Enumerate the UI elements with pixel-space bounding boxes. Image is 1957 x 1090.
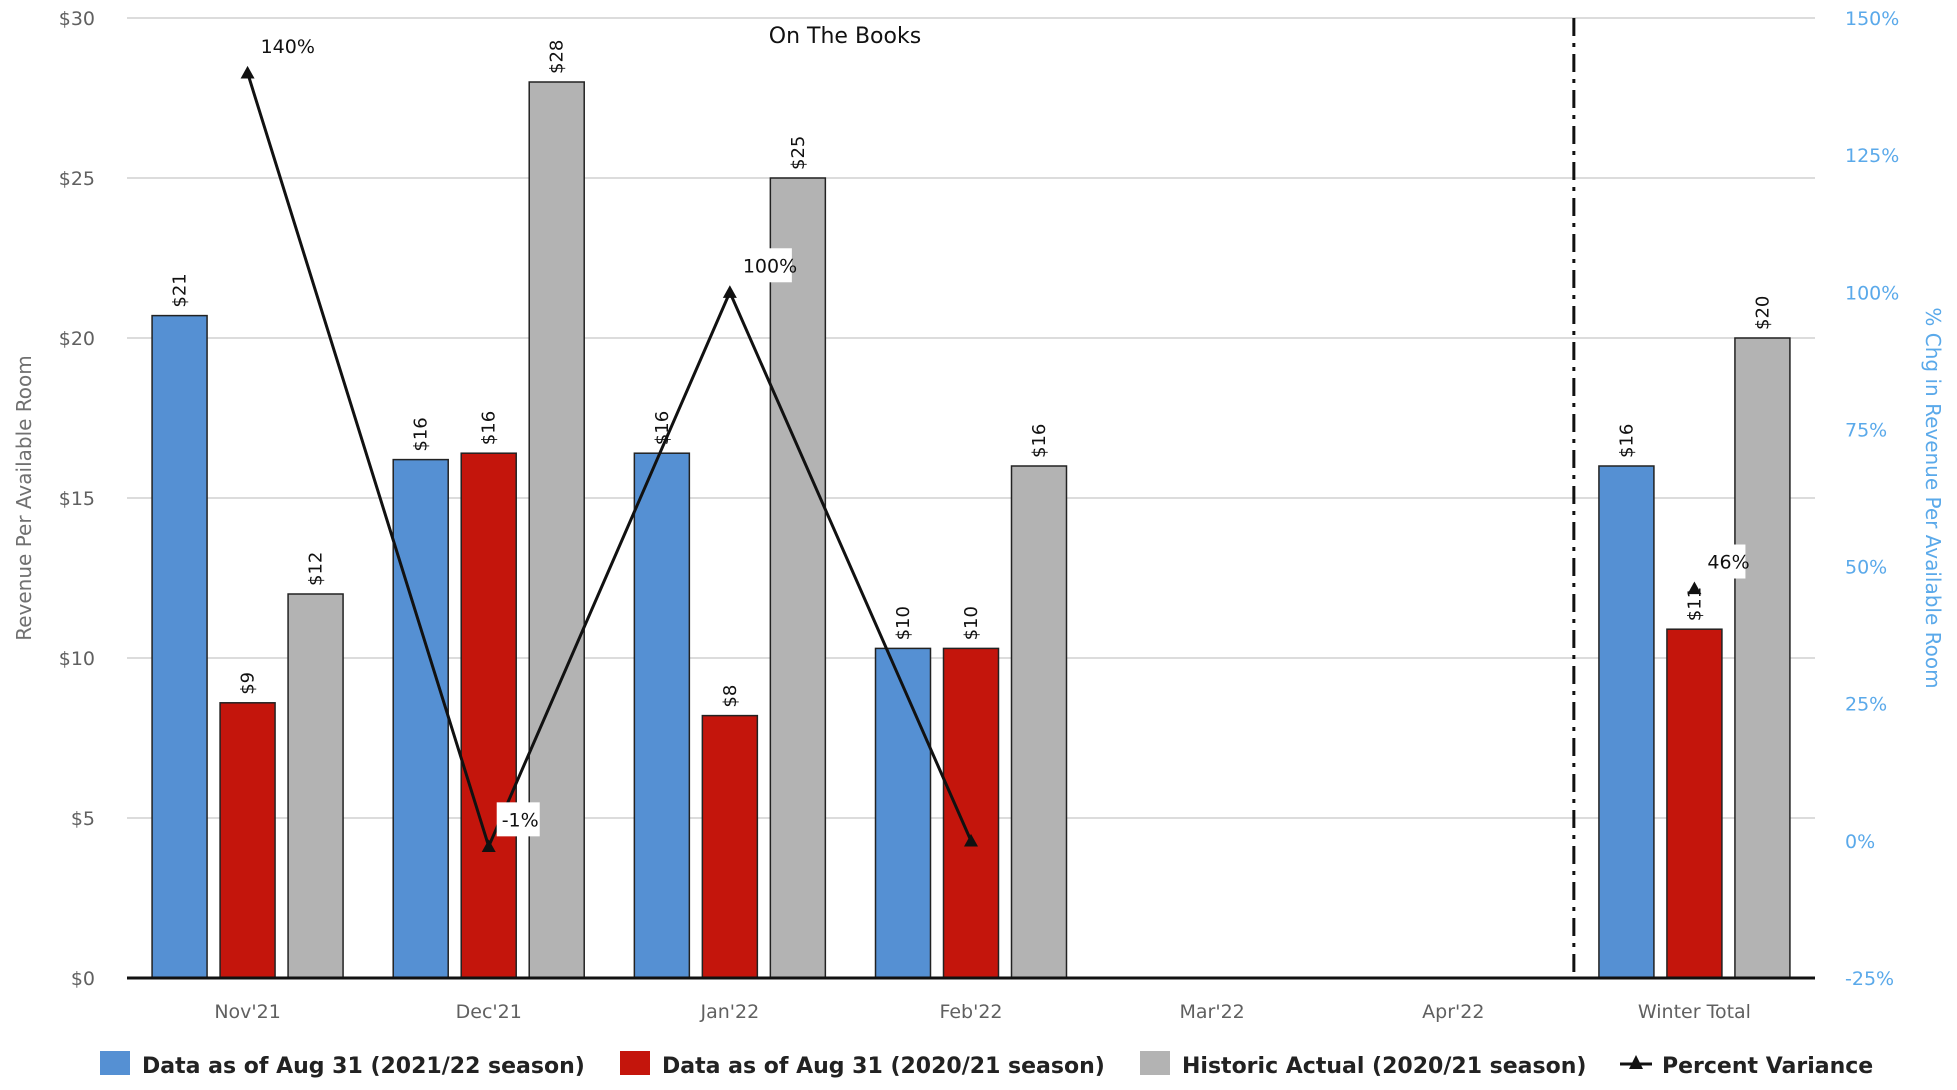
- x-tick-label: Mar'22: [1180, 1001, 1245, 1023]
- bar-historic-actual-2020-21-season: [1734, 337, 1791, 979]
- x-tick-label: Apr'22: [1422, 1001, 1484, 1023]
- axes: $0 $5 $10 $15 $20 $25 $30 -25% 0% 25% 50% 75% 100% 12…: [12, 8, 1945, 1023]
- legend-swatch-data-as-of-aug-31-2020-21-season: [620, 1051, 650, 1075]
- bar-data-as-of-aug-31-2021-22-season: [874, 647, 932, 979]
- y-right-tick-label: 25%: [1845, 694, 1887, 716]
- y-tick-label: $15: [59, 488, 95, 510]
- bar-data-as-of-aug-31-2020-21-season: [942, 647, 1000, 979]
- x-tick-label: Jan'22: [700, 1001, 760, 1023]
- bar-data-label: $10: [961, 606, 982, 640]
- legend-triangle-icon: [1629, 1055, 1643, 1069]
- percent-variance-marker: [481, 839, 496, 852]
- y-right-tick-label: 0%: [1845, 831, 1875, 853]
- x-tick-label: Dec'21: [456, 1001, 522, 1023]
- x-tick-label: Feb'22: [939, 1001, 1002, 1023]
- percent-label-bg: [496, 802, 540, 837]
- bar-data-label: $12: [306, 552, 327, 586]
- bar-historic-actual-2020-21-season: [528, 81, 585, 979]
- y-right-tick-label: 125%: [1845, 145, 1899, 167]
- bar-data-label: $16: [411, 417, 432, 451]
- y-tick-label: $5: [71, 808, 95, 830]
- percent-variance-marker: [722, 285, 737, 298]
- bar-data-as-of-aug-31-2020-21-season: [1666, 628, 1723, 979]
- legend-swatch-historic-actual-2020-21-season: [1140, 1051, 1170, 1075]
- bar-data-label: $8: [720, 685, 741, 708]
- legend: Data as of Aug 31 (2021/22 season) Data a…: [100, 1051, 1873, 1079]
- bar-data-as-of-aug-31-2021-22-season: [151, 314, 208, 979]
- x-tick-label: Nov'21: [214, 1001, 280, 1023]
- bar-data-label: $16: [479, 411, 500, 445]
- percent-variance-marker: [1687, 581, 1702, 595]
- bar-data-as-of-aug-31-2021-22-season: [392, 458, 449, 979]
- y-right-axis-title: % Chg in Revenue Per Available Room: [1921, 307, 1945, 688]
- percent-variance-marker: [964, 833, 978, 847]
- bar-historic-actual-2020-21-season: [769, 177, 827, 979]
- bar-historic-actual-2020-21-season: [287, 593, 344, 979]
- legend-swatch-data-as-of-aug-31-2021-22-season: [100, 1051, 130, 1075]
- percent-variance-line: 140% -1% 100% 46%: [240, 28, 1750, 852]
- x-tick-label: Winter Total: [1638, 1001, 1751, 1023]
- bar-data-label: $10: [893, 606, 914, 640]
- bar-data-label: $20: [1752, 296, 1773, 330]
- legend-label: Percent Variance: [1662, 1054, 1873, 1079]
- bar-data-as-of-aug-31-2021-22-season: [1598, 465, 1655, 979]
- percent-variance-series-line: [246, 72, 973, 851]
- legend-label: Data as of Aug 31 (2021/22 season): [142, 1054, 585, 1079]
- percent-data-label: -1%: [502, 809, 539, 831]
- bar-data-label: $28: [547, 40, 568, 74]
- percent-data-label: 100%: [743, 255, 797, 277]
- bar-data-as-of-aug-31-2021-22-season: [633, 452, 691, 979]
- percent-label-bg: [255, 28, 310, 63]
- y-tick-label: $0: [71, 968, 95, 990]
- bar-data-as-of-aug-31-2020-21-season: [460, 452, 517, 979]
- percent-data-label: 46%: [1707, 552, 1749, 574]
- bar-data-as-of-aug-31-2020-21-season: [701, 714, 759, 979]
- on-the-books-annotation: On The Books: [769, 24, 921, 49]
- y-tick-label: $25: [59, 168, 95, 190]
- percent-data-label: 140%: [261, 36, 315, 58]
- bar-data-label: $11: [1684, 587, 1705, 621]
- y-tick-label: $30: [59, 8, 95, 30]
- bar-data-as-of-aug-31-2020-21-season: [219, 702, 276, 979]
- bar-data-label: $25: [788, 136, 809, 170]
- percent-label-bg: [737, 248, 792, 283]
- bar-data-label: $21: [170, 273, 191, 307]
- bar-historic-actual-2020-21-season: [1010, 465, 1068, 979]
- data-labels: $21 $9 $12 $16 $16 $28 $16 $8 $25 $10 $10 $16 $16 $11…: [170, 40, 1774, 708]
- y-right-tick-label: 150%: [1845, 8, 1899, 30]
- bar-data-label: $9: [238, 672, 259, 695]
- percent-variance-marker: [240, 65, 255, 79]
- bar-data-label: $16: [1029, 424, 1050, 458]
- legend-label: Data as of Aug 31 (2020/21 season): [662, 1054, 1105, 1079]
- percent-label-bg: [1702, 544, 1746, 579]
- y-right-tick-label: -25%: [1845, 968, 1894, 990]
- y-right-tick-label: 50%: [1845, 557, 1887, 579]
- y-tick-label: $20: [59, 328, 95, 350]
- bar-data-label: $16: [1616, 424, 1637, 458]
- y-right-tick-label: 100%: [1845, 282, 1899, 304]
- bars: [151, 81, 1791, 979]
- y-right-tick-label: 75%: [1845, 419, 1887, 441]
- bar-data-label: $16: [652, 411, 673, 445]
- y-tick-label: $10: [59, 648, 95, 670]
- legend-label: Historic Actual (2020/21 season): [1182, 1054, 1586, 1079]
- y-axis-title: Revenue Per Available Room: [12, 355, 36, 641]
